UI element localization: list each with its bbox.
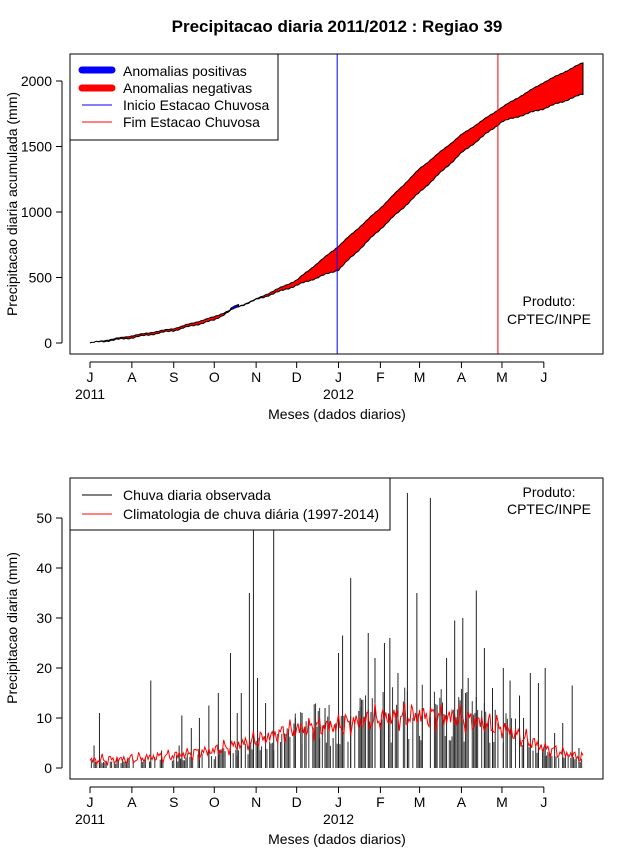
bottom-y-tick-label: 50 [36, 510, 52, 526]
top-x-tick-label: A [457, 369, 467, 385]
bottom-y-axis: 0 10 20 30 40 50 [36, 510, 63, 776]
bottom-legend-box [69, 477, 391, 531]
climatology-line [89, 703, 584, 767]
top-x-year-2012: 2012 [323, 386, 354, 402]
bottom-x-tick-label: A [127, 794, 137, 810]
chart-title: Precipitacao diaria 2011/2012 : Regiao 3… [172, 17, 503, 36]
top-x-tick-label: M [414, 369, 426, 385]
top-plot-frame [69, 53, 604, 355]
positive-anomaly-band [230, 303, 240, 311]
top-y-axis: 0 500 1000 1500 2000 [21, 73, 63, 351]
top-x-tick-label: J [87, 369, 94, 385]
bottom-x-axis-label: Meses (dados diarios) [268, 831, 406, 847]
bottom-plot-area [89, 478, 584, 768]
bottom-x-tick-label: J [335, 794, 342, 810]
bottom-x-tick-label: N [251, 794, 261, 810]
bottom-y-tick-label: 30 [36, 610, 52, 626]
bottom-y-tick-label: 40 [36, 560, 52, 576]
bottom-x-year-2011: 2011 [75, 811, 105, 827]
top-x-tick-label: J [335, 369, 342, 385]
top-y-tick-label: 1500 [21, 139, 52, 155]
top-y-axis-label: Precipitacao diaria acumulada (mm) [4, 92, 20, 316]
top-x-tick-label: F [376, 369, 385, 385]
bottom-x-tick-label: A [457, 794, 467, 810]
top-x-tick-label: J [540, 369, 547, 385]
bottom-x-year-2012: 2012 [323, 811, 354, 827]
top-x-tick-label: A [127, 369, 137, 385]
bottom-x-tick-label: F [376, 794, 385, 810]
bottom-y-tick-label: 20 [36, 660, 52, 676]
bottom-y-tick-label: 10 [36, 710, 52, 726]
bottom-x-tick-label: J [87, 794, 94, 810]
top-x-year-2011: 2011 [75, 386, 105, 402]
bottom-x-tick-label: M [496, 794, 508, 810]
top-annotation-line1: Produto: [523, 293, 576, 309]
top-x-tick-label: N [251, 369, 261, 385]
negative-anomaly-band [89, 62, 584, 344]
top-x-tick-label: D [292, 369, 302, 385]
legend-entry-fim: Fim Estacao Chuvosa [123, 114, 260, 130]
legend-entry-observed: Chuva diaria observada [123, 487, 271, 503]
bottom-x-tick-label: M [414, 794, 426, 810]
top-y-tick-label: 0 [44, 335, 52, 351]
top-plot-area [89, 54, 584, 354]
bottom-annotation-line2: CPTEC/INPE [507, 501, 591, 517]
top-x-tick-label: S [169, 369, 178, 385]
bottom-y-axis-label: Precipitacao diaria (mm) [4, 552, 20, 704]
legend-entry-inicio: Inicio Estacao Chuvosa [123, 97, 270, 113]
top-annotation-line2: CPTEC/INPE [507, 311, 591, 327]
bottom-y-tick-label: 0 [44, 760, 52, 776]
top-x-axis-label: Meses (dados diarios) [268, 406, 406, 422]
top-x-tick-label: O [209, 369, 220, 385]
bottom-x-tick-label: J [540, 794, 547, 810]
top-y-tick-label: 1000 [21, 204, 52, 220]
top-y-tick-label: 500 [29, 270, 53, 286]
bottom-annotation-line1: Produto: [523, 484, 576, 500]
bottom-x-tick-label: O [209, 794, 220, 810]
top-legend: Anomalias positivas Anomalias negativas … [69, 53, 279, 141]
legend-entry-climatology: Climatologia de chuva diária (1997-2014) [123, 506, 379, 522]
legend-entry-negative: Anomalias negativas [123, 80, 252, 96]
top-x-tick-label: M [496, 369, 508, 385]
legend-entry-positive: Anomalias positivas [123, 63, 247, 79]
bottom-x-tick-label: D [292, 794, 302, 810]
bottom-legend: Chuva diaria observada Climatologia de c… [69, 477, 391, 531]
top-y-tick-label: 2000 [21, 73, 52, 89]
bottom-x-tick-label: S [169, 794, 178, 810]
